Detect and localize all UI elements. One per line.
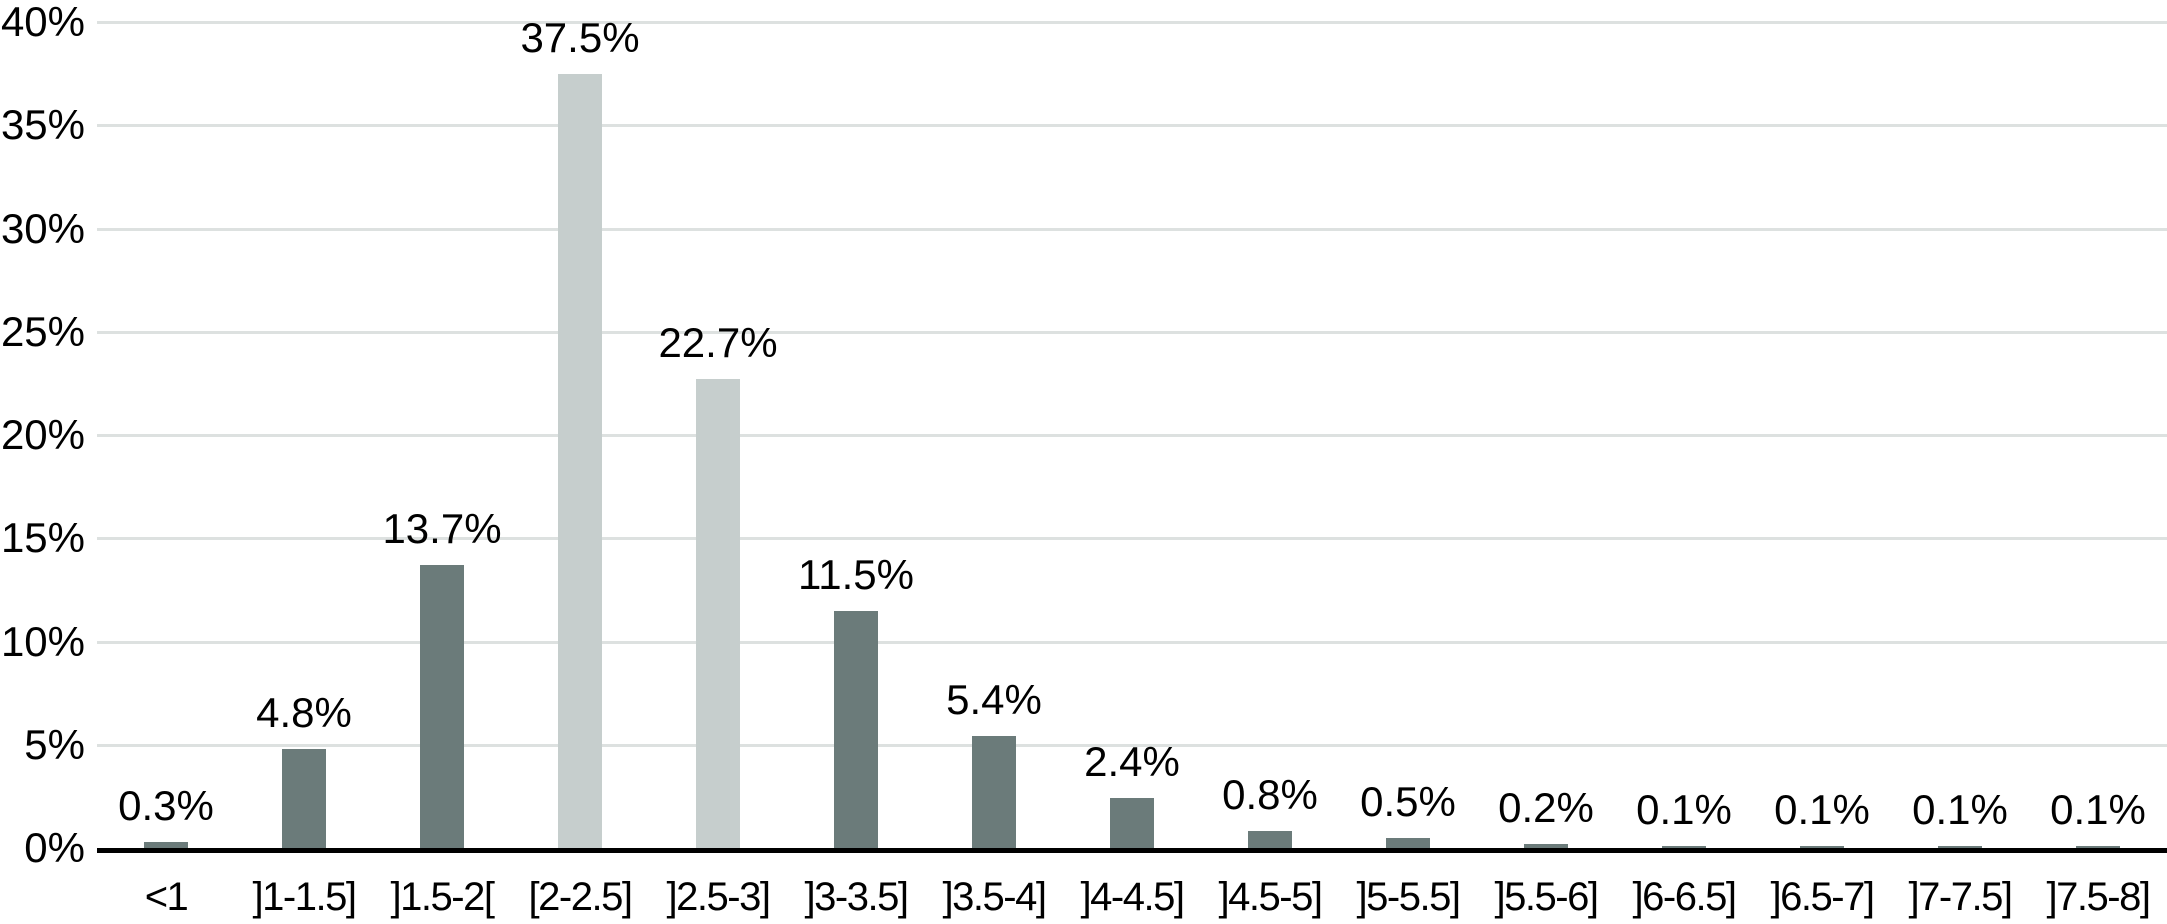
bar <box>558 74 602 848</box>
bar-value-label: 13.7% <box>382 505 502 552</box>
bar-column: 0.1% ]6-6.5] <box>1615 22 1753 920</box>
y-tick-label: 30% <box>0 204 85 252</box>
bar <box>1662 846 1706 848</box>
x-tick-label: [2-2.5] <box>528 875 633 919</box>
bar <box>2076 846 2120 848</box>
bar-column: 0.3% <1 <box>97 22 235 920</box>
x-tick-label: ]5-5.5] <box>1356 875 1461 919</box>
y-tick-label: 40% <box>0 0 85 45</box>
gridline <box>97 743 2167 747</box>
bar-value-label: 2.4% <box>1084 738 1180 785</box>
bar-column: 22.7% ]2.5-3] <box>649 22 787 920</box>
x-tick-label: ]3-3.5] <box>804 875 909 919</box>
bar <box>1800 846 1844 848</box>
bar <box>972 736 1016 848</box>
y-tick-label: 20% <box>0 411 85 458</box>
bar-column: 0.5% ]5-5.5] <box>1339 22 1477 920</box>
gridline <box>97 124 2167 128</box>
bar-column: 37.5% [2-2.5] <box>511 16 649 920</box>
y-tick-label: 10% <box>0 617 85 665</box>
bar-value-label: 22.7% <box>658 319 778 366</box>
gridline <box>97 537 2167 541</box>
gridline <box>97 21 2167 24</box>
bar-column: 11.5% ]3-3.5] <box>787 22 925 920</box>
bar-column: 4.8% ]1-1.5] <box>235 22 373 920</box>
x-tick-label: ]3.5-4] <box>942 875 1047 919</box>
x-tick-label: ]1-1.5] <box>252 875 357 919</box>
x-tick-label: ]4-4.5] <box>1080 875 1185 919</box>
gridline <box>97 330 2167 334</box>
bar-value-label: 0.8% <box>1222 771 1318 818</box>
bar-column: 2.4% ]4-4.5] <box>1063 22 1201 920</box>
x-tick-label: ]1.5-2[ <box>390 875 495 919</box>
bar <box>1938 846 1982 848</box>
bar-value-label: 37.5% <box>520 14 640 61</box>
y-tick-label: 15% <box>0 514 85 562</box>
y-tick-label: 0% <box>24 824 85 871</box>
bar <box>834 611 878 848</box>
bar-column: 13.7% ]1.5-2[ <box>373 22 511 920</box>
bar <box>1524 844 1568 848</box>
y-axis: 0% 5% 10% 15% 20% 25% 30% 35% 40% <box>0 0 85 924</box>
bar-value-label: 11.5% <box>798 551 914 598</box>
bar-column: 0.8% ]4.5-5] <box>1201 22 1339 920</box>
bar <box>420 565 464 848</box>
y-tick-label: 35% <box>0 101 85 149</box>
x-tick-label: ]6.5-7] <box>1770 875 1875 919</box>
bar <box>696 379 740 848</box>
y-tick-label: 25% <box>0 307 85 355</box>
bar <box>1248 831 1292 848</box>
bar-column: 0.1% ]6.5-7] <box>1753 22 1891 920</box>
bar <box>282 749 326 848</box>
x-tick-label: ]7-7.5] <box>1908 875 2013 919</box>
x-tick-label: ]6-6.5] <box>1632 875 1737 919</box>
x-tick-label: ]4.5-5] <box>1218 875 1323 919</box>
gridline <box>97 227 2167 231</box>
bar-value-label: 0.1% <box>1636 786 1732 833</box>
bar-value-label: 5.4% <box>946 676 1042 723</box>
gridline <box>97 640 2167 644</box>
bar-value-label: 0.2% <box>1498 784 1594 831</box>
x-tick-label: ]7.5-8] <box>2046 875 2151 919</box>
bar-column: 5.4% ]3.5-4] <box>925 22 1063 920</box>
bar-column: 0.1% ]7.5-8] <box>2029 22 2167 920</box>
x-tick-label: ]5.5-6] <box>1494 875 1599 919</box>
bar-column: 0.2% ]5.5-6] <box>1477 22 1615 920</box>
bar-value-label: 0.1% <box>2050 786 2146 833</box>
bar <box>144 842 188 848</box>
bar <box>1386 838 1430 848</box>
bar-column: 0.1% ]7-7.5] <box>1891 22 2029 920</box>
x-tick-label: ]2.5-3] <box>666 875 771 919</box>
plot-area: 0.3% <1 4.8% ]1-1.5] 13.7% ]1.5-2[ 37.5% [2-2.5… <box>97 16 2167 920</box>
bar-value-label: 0.1% <box>1774 786 1870 833</box>
bar-value-label: 0.5% <box>1360 778 1456 825</box>
bar-value-label: 0.3% <box>118 782 214 829</box>
gridline <box>97 434 2167 437</box>
bar-value-label: 4.8% <box>256 689 352 736</box>
x-axis-line <box>97 848 2167 853</box>
x-tick-label: <1 <box>144 875 189 919</box>
bar <box>1110 798 1154 848</box>
bar-value-label: 0.1% <box>1912 786 2008 833</box>
y-tick-label: 5% <box>24 720 85 768</box>
